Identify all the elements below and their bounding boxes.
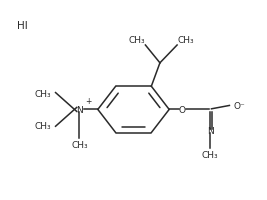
Text: N: N <box>207 126 214 135</box>
Text: HI: HI <box>17 21 28 31</box>
Text: CH₃: CH₃ <box>35 121 52 130</box>
Text: CH₃: CH₃ <box>202 150 218 159</box>
Text: N: N <box>76 105 83 114</box>
Text: O⁻: O⁻ <box>233 101 245 110</box>
Text: O: O <box>179 105 186 114</box>
Text: CH₃: CH₃ <box>71 140 88 149</box>
Text: CH₃: CH₃ <box>35 90 52 99</box>
Text: +: + <box>85 97 92 106</box>
Text: CH₃: CH₃ <box>129 36 146 45</box>
Text: CH₃: CH₃ <box>177 36 194 45</box>
